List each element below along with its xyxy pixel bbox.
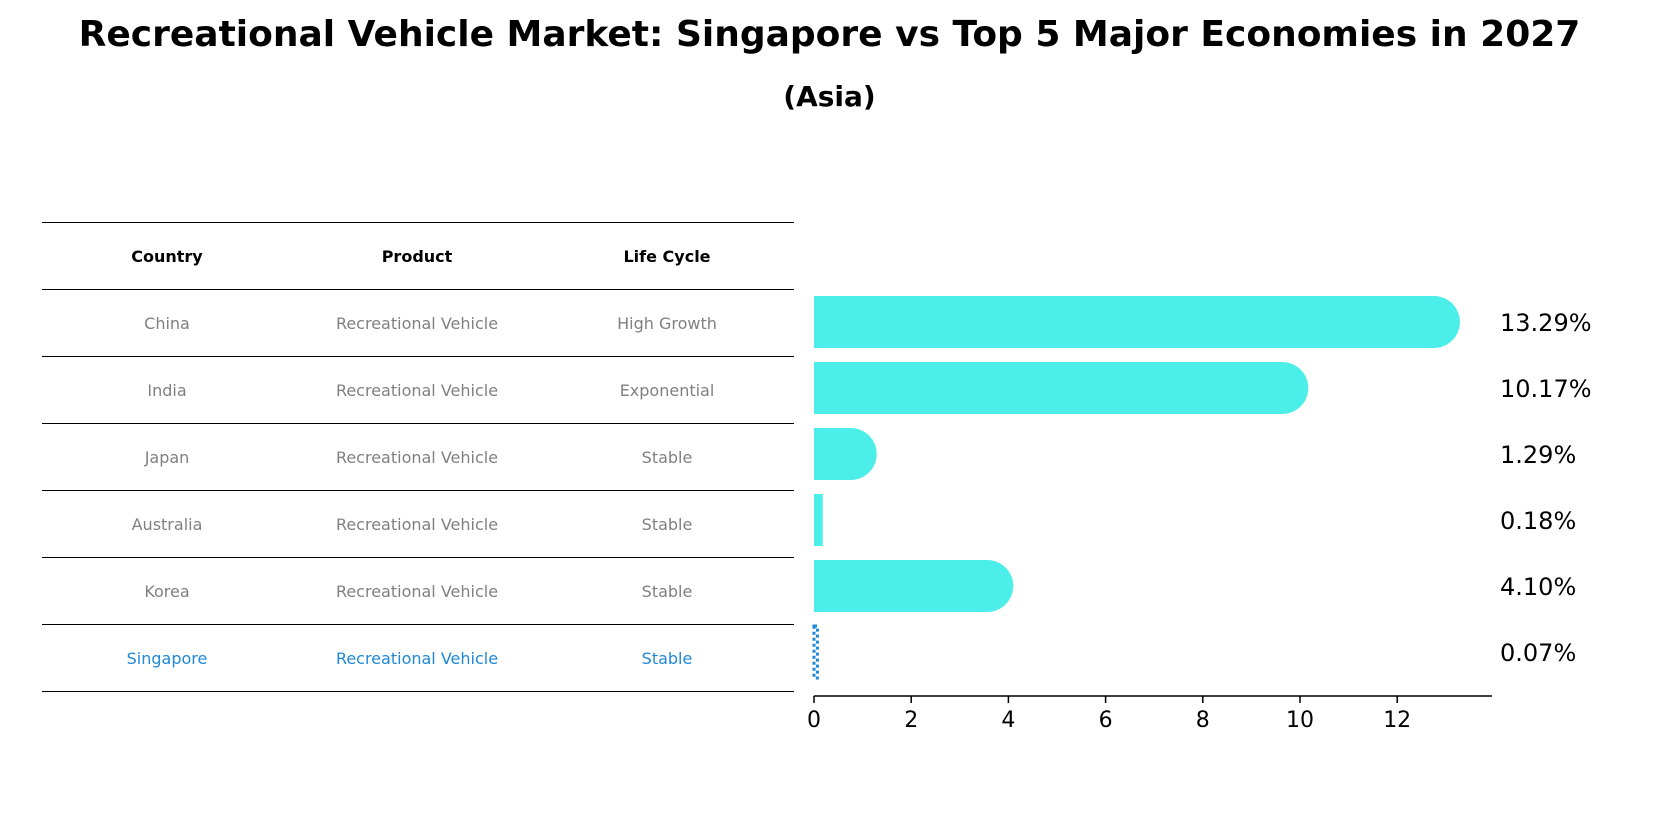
- table-row: Australia Recreational Vehicle Stable: [42, 490, 794, 557]
- value-label: 13.29%: [1500, 309, 1592, 337]
- x-tick-label: 10: [1286, 708, 1314, 733]
- bar: [814, 296, 1460, 348]
- table-header-row: Country Product Life Cycle: [42, 222, 794, 289]
- x-tick-label: 4: [1001, 708, 1015, 733]
- x-tick-label: 0: [807, 708, 821, 733]
- life-cycle-cell: Stable: [641, 648, 693, 668]
- value-label: 0.18%: [1500, 507, 1576, 535]
- market-table: Country Product Life Cycle China Recreat…: [42, 222, 794, 692]
- value-label: 4.10%: [1500, 573, 1576, 601]
- life-cycle-cell: Stable: [641, 447, 693, 467]
- bar: [814, 560, 1014, 612]
- header-life-cycle: Life Cycle: [623, 246, 711, 266]
- bar: [814, 428, 877, 480]
- product-cell: Recreational Vehicle: [335, 447, 499, 467]
- value-label: 0.07%: [1500, 639, 1576, 667]
- table-row: China Recreational Vehicle High Growth: [42, 289, 794, 356]
- bar-highlight: [812, 624, 819, 680]
- product-cell: Recreational Vehicle: [335, 514, 499, 534]
- table-row: Korea Recreational Vehicle Stable: [42, 557, 794, 624]
- life-cycle-cell: High Growth: [617, 313, 717, 333]
- country-cell: Japan: [144, 447, 190, 467]
- country-cell: Singapore: [126, 648, 208, 668]
- x-tick-label: 2: [904, 708, 918, 733]
- chart-title: Recreational Vehicle Market: Singapore v…: [78, 14, 1581, 55]
- life-cycle-cell: Stable: [641, 581, 693, 601]
- bar: [814, 494, 823, 546]
- country-cell: China: [144, 313, 190, 333]
- chart-subtitle: (Asia): [783, 80, 876, 113]
- x-tick-label: 6: [1099, 708, 1113, 733]
- table-row: Japan Recreational Vehicle Stable: [42, 423, 794, 490]
- country-cell: India: [147, 380, 187, 400]
- product-cell: Recreational Vehicle: [335, 648, 499, 668]
- bar: [814, 362, 1309, 414]
- product-cell: Recreational Vehicle: [335, 581, 499, 601]
- value-label: 10.17%: [1500, 375, 1592, 403]
- product-cell: Recreational Vehicle: [335, 380, 499, 400]
- header-country: Country: [131, 246, 203, 266]
- country-cell: Australia: [131, 514, 203, 534]
- x-tick-label: 8: [1196, 708, 1210, 733]
- table-row-highlight: Singapore Recreational Vehicle Stable: [42, 624, 794, 692]
- product-cell: Recreational Vehicle: [335, 313, 499, 333]
- life-cycle-cell: Stable: [641, 514, 693, 534]
- table-row: India Recreational Vehicle Exponential: [42, 356, 794, 423]
- life-cycle-cell: Exponential: [619, 380, 715, 400]
- x-tick-label: 12: [1383, 708, 1411, 733]
- header-product: Product: [381, 246, 453, 266]
- country-cell: Korea: [144, 581, 190, 601]
- value-label: 1.29%: [1500, 441, 1576, 469]
